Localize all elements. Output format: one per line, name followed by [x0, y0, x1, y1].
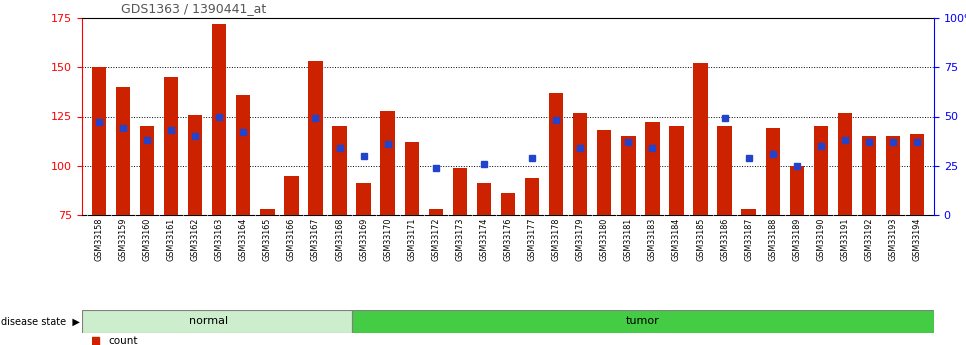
Bar	[645, 122, 660, 215]
Text: GSM33188: GSM33188	[768, 218, 778, 261]
Text: GSM33181: GSM33181	[624, 218, 633, 261]
Bar	[82, 310, 352, 333]
Bar	[92, 67, 106, 215]
Text: GSM33191: GSM33191	[840, 218, 849, 261]
Bar	[742, 209, 756, 215]
Bar	[694, 63, 708, 215]
Text: GSM33177: GSM33177	[527, 218, 536, 262]
Text: GSM33167: GSM33167	[311, 218, 320, 261]
Text: GSM33187: GSM33187	[744, 218, 753, 261]
Bar	[429, 209, 443, 215]
Bar	[476, 184, 491, 215]
Text: GSM33162: GSM33162	[190, 218, 200, 261]
Text: GSM33180: GSM33180	[600, 218, 609, 261]
Text: GSM33193: GSM33193	[889, 218, 897, 261]
Text: GSM33161: GSM33161	[166, 218, 176, 261]
Text: GSM33185: GSM33185	[696, 218, 705, 261]
Text: GSM33163: GSM33163	[214, 218, 224, 261]
Text: GSM33190: GSM33190	[816, 218, 825, 261]
Bar	[212, 24, 226, 215]
Bar	[789, 166, 804, 215]
Bar	[813, 126, 828, 215]
Text: GSM33173: GSM33173	[455, 218, 465, 261]
Bar	[352, 310, 934, 333]
Text: GSM33176: GSM33176	[503, 218, 513, 261]
Text: tumor: tumor	[626, 316, 660, 326]
Bar	[525, 178, 539, 215]
Bar	[669, 126, 684, 215]
Text: GSM33168: GSM33168	[335, 218, 344, 261]
Bar	[597, 130, 611, 215]
Text: GSM33174: GSM33174	[479, 218, 489, 261]
Bar	[549, 93, 563, 215]
Text: GSM33158: GSM33158	[95, 218, 103, 261]
Text: GSM33169: GSM33169	[359, 218, 368, 261]
Bar	[453, 168, 468, 215]
Text: GSM33184: GSM33184	[672, 218, 681, 261]
Bar	[500, 193, 515, 215]
Bar	[116, 87, 130, 215]
Bar	[886, 136, 900, 215]
Text: GSM33160: GSM33160	[142, 218, 152, 261]
Bar	[260, 209, 274, 215]
Text: disease state  ▶: disease state ▶	[1, 316, 80, 326]
Text: GSM33179: GSM33179	[576, 218, 584, 262]
Bar	[140, 126, 155, 215]
Bar	[236, 95, 250, 215]
Bar	[573, 112, 587, 215]
Text: GSM33170: GSM33170	[384, 218, 392, 261]
Bar	[765, 128, 780, 215]
Text: GSM33172: GSM33172	[431, 218, 440, 262]
Text: GSM33192: GSM33192	[865, 218, 873, 262]
Text: GSM33186: GSM33186	[720, 218, 729, 261]
Text: GSM33189: GSM33189	[792, 218, 802, 261]
Text: GSM33178: GSM33178	[552, 218, 560, 261]
Bar	[381, 111, 395, 215]
Text: GSM33194: GSM33194	[913, 218, 922, 261]
Bar	[332, 126, 347, 215]
Text: GSM33166: GSM33166	[287, 218, 296, 261]
Bar	[838, 112, 852, 215]
Text: count: count	[108, 336, 138, 345]
Bar	[356, 184, 371, 215]
Text: GSM33164: GSM33164	[239, 218, 247, 261]
Bar	[718, 126, 732, 215]
Bar	[284, 176, 298, 215]
Text: GSM33159: GSM33159	[119, 218, 128, 262]
Text: normal: normal	[188, 316, 228, 326]
Bar	[188, 115, 202, 215]
Text: GSM33165: GSM33165	[263, 218, 271, 261]
Bar	[910, 134, 924, 215]
Bar	[405, 142, 419, 215]
Text: GSM33171: GSM33171	[408, 218, 416, 261]
Bar	[164, 77, 179, 215]
Bar	[862, 136, 876, 215]
Text: GSM33183: GSM33183	[648, 218, 657, 261]
Bar	[308, 61, 323, 215]
Bar	[621, 136, 636, 215]
Text: GDS1363 / 1390441_at: GDS1363 / 1390441_at	[121, 1, 266, 14]
